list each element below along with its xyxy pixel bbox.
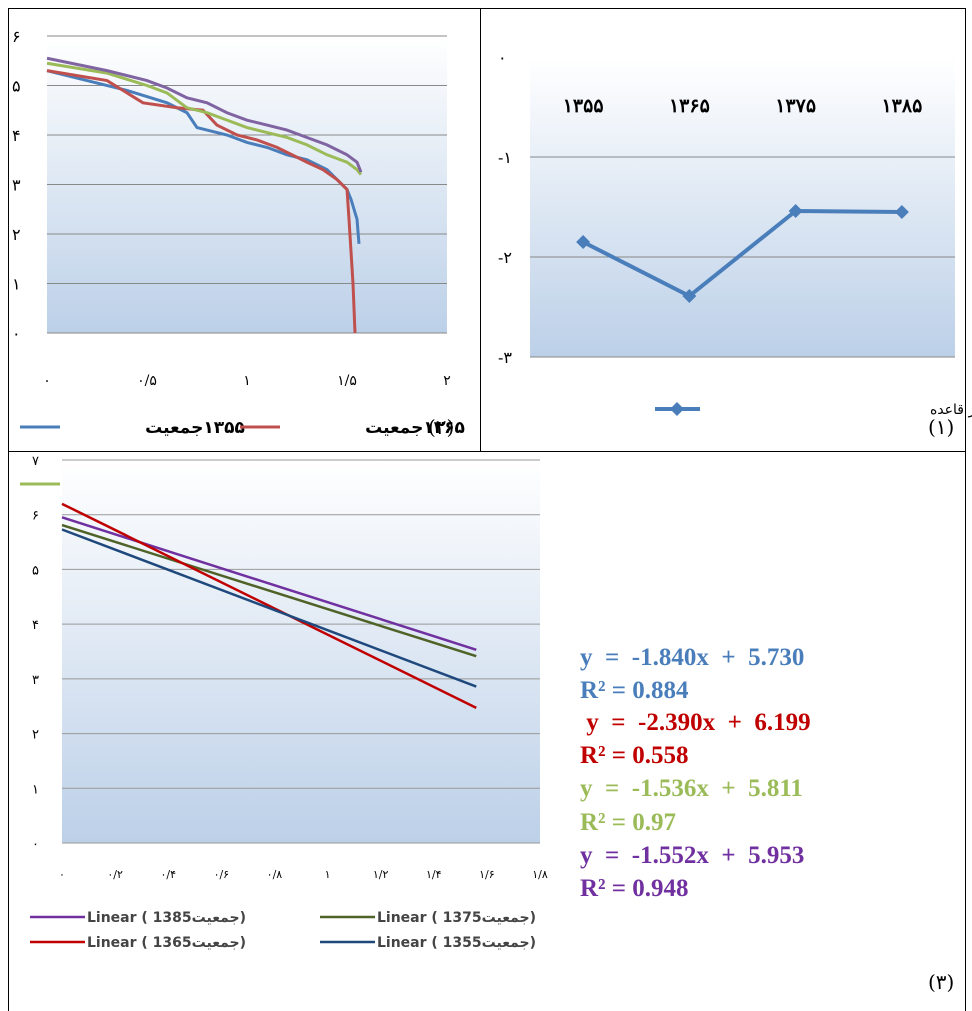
x-tick-label: ۱/۵ [337, 373, 357, 389]
y-tick-label: ۵ [12, 77, 21, 96]
y-tick-label: ۰ [498, 48, 507, 67]
r-squared-line: R² = 0.97 [580, 809, 677, 836]
legend-marker [670, 402, 684, 416]
trendline [61, 516, 477, 651]
legend-label: ۱۳۵۵جمعیت [145, 418, 245, 438]
series-line [46, 61, 363, 176]
equation-line: y = -1.552x + 5.953 [580, 842, 805, 869]
y-tick-label: ۴ [12, 126, 21, 145]
y-tick-label: -۳ [498, 348, 512, 367]
data-point [894, 205, 909, 219]
y-tick-label: -۱ [498, 148, 512, 167]
equation-line: y = -1.840x + 5.730 [580, 644, 805, 671]
x-tick-label: ۰ [43, 373, 51, 389]
series-line [582, 208, 902, 299]
legend-label: Linear ( 1355جمعیت) [377, 935, 536, 951]
trendline [61, 523, 477, 658]
series-line [46, 56, 363, 173]
y-tick-label: ۲ [32, 728, 39, 743]
legend-label: ضریب b اندازه رتبه در قاعده [930, 402, 972, 418]
x-tick-label: ۰/۵ [137, 373, 157, 389]
y-tick-label: ۱ [12, 275, 21, 294]
x-tick-label: ۰/۲ [107, 868, 123, 881]
panel-tag-3: (۳) [928, 970, 955, 994]
panel-tag-1: (۱) [928, 415, 955, 439]
legend-label: ۱۳۶۵جمعیت [365, 418, 465, 438]
legend-label: Linear ( 1365جمعیت) [87, 935, 246, 951]
category-label: ۱۳۸۵ [881, 95, 922, 117]
trendline [61, 502, 477, 709]
trendline [61, 528, 477, 688]
x-tick-label: ۱/۸ [532, 868, 548, 881]
series-line [46, 69, 357, 334]
x-tick-label: ۱/۶ [479, 868, 495, 881]
y-tick-label: ۴ [32, 618, 39, 633]
equation-line: y = -2.390x + 6.199 [580, 709, 811, 736]
x-tick-label: ۰/۸ [267, 868, 283, 881]
y-tick-label: ۶ [12, 27, 21, 46]
y-tick-label: ۵ [32, 563, 39, 578]
data-point [576, 235, 591, 249]
data-point [682, 289, 697, 303]
x-tick-label: ۰/۴ [160, 868, 176, 881]
r-squared-line: R² = 0.948 [580, 875, 689, 902]
x-tick-label: ۱ [243, 373, 251, 389]
category-label: ۱۳۵۵ [563, 95, 604, 117]
y-tick-label: ۷ [32, 454, 39, 469]
panel-frame-3 [8, 451, 966, 1011]
y-tick-label: ۲ [12, 225, 21, 244]
x-tick-label: ۱/۴ [426, 868, 442, 881]
x-tick-label: ۱ [325, 868, 331, 881]
y-tick-label: ۶ [32, 509, 39, 524]
x-tick-label: ۰/۶ [214, 868, 230, 881]
x-tick-label: ۰ [59, 868, 65, 881]
data-point [788, 204, 803, 218]
category-label: ۱۳۶۵ [669, 95, 710, 117]
plot-area [530, 57, 955, 357]
x-tick-label: ۱/۲ [373, 868, 389, 881]
y-tick-label: -۲ [498, 248, 512, 267]
r-squared-line: R² = 0.884 [580, 677, 689, 704]
y-tick-label: ۳ [32, 673, 39, 688]
panel-tag-2: (۲) [428, 415, 455, 439]
y-tick-label: ۳ [12, 176, 21, 195]
equation-line: y = -1.536x + 5.811 [580, 775, 803, 802]
legend-label: Linear ( 1375جمعیت) [377, 910, 536, 926]
y-tick-label: ۰ [12, 324, 21, 343]
r-squared-line: R² = 0.558 [580, 742, 689, 769]
legend-label: Linear ( 1385جمعیت) [87, 910, 246, 926]
plot-area [62, 460, 540, 843]
x-tick-label: ۲ [443, 373, 451, 389]
y-tick-label: ۰ [32, 837, 39, 852]
category-label: ۱۳۷۵ [775, 95, 816, 117]
y-tick-label: ۱ [32, 782, 39, 797]
